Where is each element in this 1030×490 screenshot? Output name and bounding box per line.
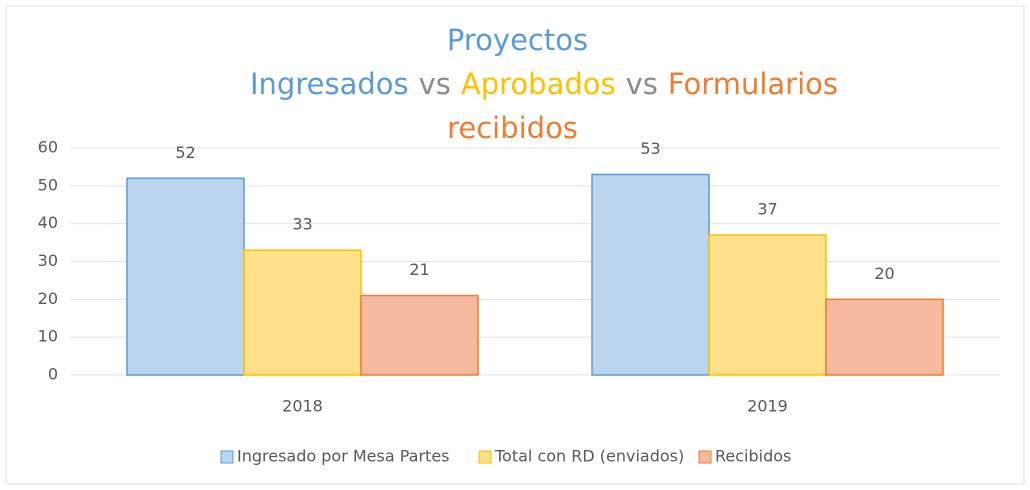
- chart-border: [5, 5, 1025, 485]
- legend-label: Ingresado por Mesa Partes: [237, 447, 450, 466]
- legend-label: Recibidos: [715, 447, 791, 466]
- legend-swatch: [220, 450, 234, 464]
- value-label: 33: [292, 215, 312, 234]
- title-part: Proyectos Ingresados: [250, 23, 589, 101]
- legend-swatch: [478, 450, 492, 464]
- title-part: Formularios recibidos: [447, 67, 838, 145]
- value-label: 21: [409, 260, 429, 279]
- title-part: Aprobados: [460, 67, 616, 101]
- bar: [708, 234, 827, 376]
- y-tick-label: 10: [38, 327, 58, 346]
- y-tick-label: 20: [38, 289, 58, 308]
- title-part: vs: [418, 67, 451, 101]
- bar: [243, 249, 362, 376]
- y-tick-label: 50: [38, 175, 58, 194]
- y-tick-label: 60: [38, 138, 58, 157]
- y-tick-label: 30: [38, 251, 58, 270]
- bar: [360, 294, 479, 376]
- value-label: 37: [757, 200, 777, 219]
- x-tick-label: 2018: [282, 397, 323, 416]
- chart-title: Proyectos Ingresados vs Aprobados vs Formula…: [250, 18, 838, 150]
- bar: [591, 173, 710, 376]
- x-tick-label: 2019: [747, 397, 788, 416]
- title-part: vs: [625, 67, 658, 101]
- value-label: 52: [175, 143, 195, 162]
- y-tick-label: 0: [48, 365, 58, 384]
- y-tick-label: 40: [38, 213, 58, 232]
- value-label: 53: [640, 139, 660, 158]
- legend-swatch: [698, 450, 712, 464]
- legend-label: Total con RD (enviados): [494, 447, 684, 466]
- bar: [825, 298, 944, 376]
- value-label: 20: [874, 264, 894, 283]
- bar: [126, 177, 245, 376]
